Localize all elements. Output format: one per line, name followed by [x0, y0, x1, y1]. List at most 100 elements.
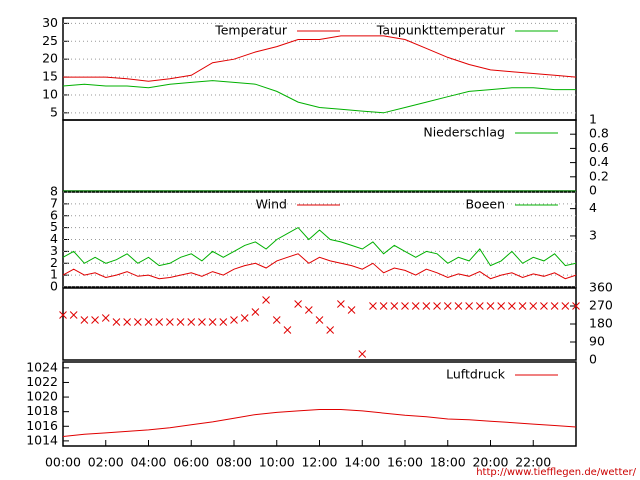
x-tick-label: 08:00: [216, 455, 252, 470]
y-tick-label: 3: [50, 243, 58, 258]
direction-marker: [486, 302, 495, 310]
y-tick-label: 5: [50, 104, 58, 119]
y-tick-label: 1022: [26, 374, 58, 389]
direction-marker: [561, 302, 570, 310]
direction-marker: [80, 316, 89, 324]
direction-marker: [123, 318, 131, 326]
y-tick-label: 10: [42, 86, 58, 101]
direction-marker: [283, 326, 292, 334]
direction-marker: [379, 302, 388, 310]
series-line: [62, 253, 577, 280]
y2-tick-label: 1: [589, 112, 597, 127]
y-tick-label: 1014: [26, 432, 58, 447]
direction-marker: [133, 318, 142, 326]
x-tick-label: 20:00: [472, 455, 508, 470]
direction-marker: [112, 318, 121, 326]
direction-marker: [508, 302, 516, 310]
direction-marker: [101, 314, 110, 322]
y2-tick-label: 90: [589, 334, 605, 349]
series-line: [62, 226, 577, 267]
y2-tick-label: 0: [589, 352, 597, 367]
direction-marker: [187, 318, 196, 326]
y2-tick-label: 0.8: [589, 126, 609, 141]
legend-label: Temperatur: [214, 23, 288, 38]
y2-tick-label: 360: [589, 280, 613, 295]
y-tick-label: 8: [50, 184, 58, 199]
x-tick-label: 16:00: [387, 455, 423, 470]
direction-marker: [208, 318, 217, 326]
y-tick-label: 6: [50, 207, 58, 222]
direction-marker: [369, 302, 377, 310]
series-line: [63, 35, 577, 82]
direction-marker: [59, 311, 67, 319]
direction-marker: [294, 300, 302, 308]
direction-marker: [475, 302, 484, 310]
series-line: [62, 80, 576, 114]
direction-marker: [176, 318, 185, 326]
direction-marker: [262, 296, 270, 304]
direction-marker: [540, 302, 548, 310]
direction-marker: [166, 318, 174, 326]
direction-marker: [304, 306, 313, 314]
y-tick-label: 20: [42, 51, 58, 66]
direction-marker: [219, 318, 228, 326]
legend-label: Niederschlag: [423, 125, 505, 140]
y-tick-label: 2: [50, 255, 58, 270]
y2-tick-label: 4: [589, 200, 597, 215]
y2-tick-label: 0.6: [589, 140, 609, 155]
y2-tick-label: 3: [589, 227, 597, 242]
direction-marker: [497, 302, 506, 310]
y2-tick-label: 0.4: [589, 154, 609, 169]
direction-marker: [315, 316, 324, 324]
direction-marker: [401, 302, 409, 310]
legend-label: Luftdruck: [446, 367, 506, 382]
direction-marker: [454, 302, 463, 310]
direction-marker: [433, 302, 441, 310]
direction-marker: [251, 308, 260, 316]
y2-tick-label: 0.2: [589, 168, 609, 183]
y-tick-label: 4: [50, 231, 58, 246]
x-tick-label: 14:00: [344, 455, 380, 470]
legend-label: Boeen: [465, 197, 505, 212]
y-tick-label: 1016: [26, 418, 58, 433]
y-tick-label: 15: [42, 69, 58, 84]
y-tick-label: 30: [42, 15, 58, 30]
x-tick-label: 06:00: [173, 455, 209, 470]
direction-marker: [443, 302, 452, 310]
x-tick-label: 10:00: [259, 455, 295, 470]
direction-marker: [465, 302, 473, 310]
direction-marker: [572, 302, 580, 310]
direction-marker: [91, 316, 99, 324]
direction-marker: [155, 318, 164, 326]
direction-marker: [422, 302, 431, 310]
y-tick-label: 7: [50, 195, 58, 210]
direction-marker: [529, 302, 538, 310]
direction-marker: [144, 318, 153, 326]
x-tick-label: 04:00: [130, 455, 166, 470]
direction-marker: [69, 311, 78, 319]
direction-marker: [358, 350, 367, 358]
y-tick-label: 25: [42, 33, 58, 48]
direction-marker: [198, 318, 206, 326]
y-tick-label: 1024: [26, 359, 58, 374]
direction-marker: [550, 302, 559, 310]
x-tick-label: 12:00: [301, 455, 337, 470]
y-tick-label: 5: [50, 219, 58, 234]
direction-marker: [390, 302, 399, 310]
legend-label: Wind: [256, 197, 287, 212]
x-tick-label: 22:00: [515, 455, 551, 470]
y2-tick-label: 270: [589, 298, 613, 313]
direction-marker: [518, 302, 527, 310]
legend-label: Taupunkttemperatur: [376, 23, 506, 38]
direction-marker: [337, 300, 345, 308]
series-line: [62, 409, 577, 437]
direction-marker: [347, 306, 356, 314]
y2-tick-label: 180: [589, 316, 613, 331]
y-tick-label: 1020: [26, 389, 58, 404]
y2-tick-label: 0: [589, 183, 597, 198]
direction-marker: [240, 314, 249, 322]
direction-marker: [230, 316, 238, 324]
footer-link: http://www.tiefflegen.de/wetter/: [476, 467, 636, 478]
y-tick-label: 1018: [26, 403, 58, 418]
